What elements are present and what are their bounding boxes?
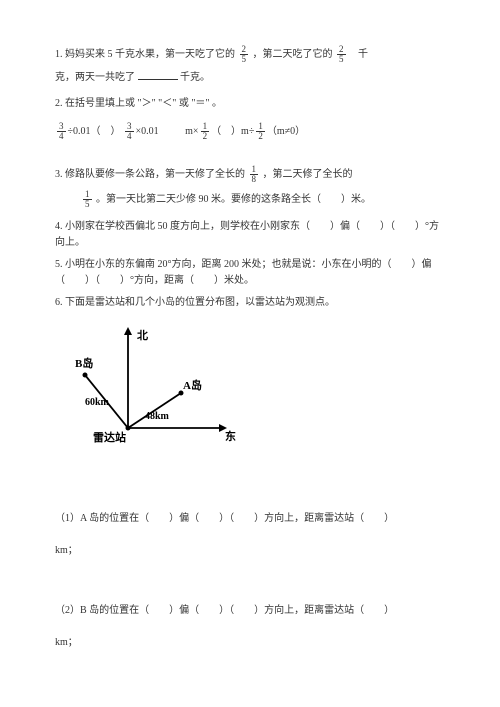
radar-svg: 北 东 B岛 A岛 60km 48km 雷达站 — [73, 323, 243, 453]
fraction: 2 5 — [337, 45, 346, 64]
question-1: 1. 妈妈买来 5 千克水果，第一天吃了它的 2 5 ，第二天吃了它的 2 5 … — [55, 45, 445, 64]
question-6-sub1-km: km； — [55, 543, 445, 559]
question-6-sub2-km: km； — [55, 635, 445, 651]
point-radar — [126, 426, 131, 431]
question-2-equations: 3 4 ÷0.01（ ） 3 4 ×0.01 m× 1 2 （ ）m÷ 1 2 … — [55, 122, 445, 141]
label-48km: 48km — [145, 411, 170, 422]
q1-text-pre: 1. 妈妈买来 5 千克水果，第一天吃了它的 — [55, 49, 235, 60]
q5-text: 5. 小明在小东的东偏南 20°方向，距离 200 米处；也就是说：小东在小明的… — [55, 259, 432, 286]
eq-text: （m≠0） — [267, 126, 305, 137]
q1-line2-tail: 千克。 — [180, 72, 210, 83]
sub2-text: （2）B 岛的位置在（ ）偏（ ）（ ）方向上，距离雷达站（ ） — [55, 605, 394, 616]
label-east: 东 — [225, 429, 236, 443]
fraction: 1 8 — [250, 165, 259, 184]
q3-line2-tail: 。第一天比第二天少修 90 米。要修的这条路全长（ ）米。 — [96, 194, 371, 205]
label-north: 北 — [137, 328, 148, 342]
denominator: 5 — [337, 55, 346, 64]
eq-text: （ ）m÷ — [211, 126, 254, 137]
question-2: 2. 在括号里填上或 "＞" "＜" 或 "＝" 。 — [55, 96, 445, 112]
question-4: 4. 小刚家在学校西偏北 50 度方向上，则学校在小刚家东（ ）偏（ ）（ ）°… — [55, 219, 445, 251]
q1-line2-pre: 克，两天一共吃了 — [55, 72, 135, 83]
question-6: 6. 下面是雷达站和几个小岛的位置分布图，以雷达站为观测点。 — [55, 295, 445, 311]
eq-text: m× — [185, 126, 198, 137]
sub1-km: km； — [55, 545, 78, 556]
denominator: 5 — [240, 55, 249, 64]
denominator: 5 — [83, 200, 92, 209]
q4-text: 4. 小刚家在学校西偏北 50 度方向上，则学校在小刚家东（ ）偏（ ）（ ）°… — [55, 221, 439, 248]
denominator: 2 — [201, 132, 210, 141]
q6-text: 6. 下面是雷达站和几个小岛的位置分布图，以雷达站为观测点。 — [55, 297, 335, 308]
point-b-island — [83, 373, 88, 378]
q3-pre: 3. 修路队要修一条公路，第一天修了全长的 — [55, 169, 245, 180]
q3-mid: ，第二天修了全长的 — [263, 169, 353, 180]
q2-text: 2. 在括号里填上或 "＞" "＜" 或 "＝" 。 — [55, 98, 222, 109]
denominator: 4 — [57, 132, 66, 141]
fraction: 1 2 — [201, 122, 210, 141]
question-1-line2: 克，两天一共吃了 千克。 — [55, 70, 445, 86]
eq-text: ÷0.01（ ） — [68, 126, 121, 137]
arrow-north — [124, 327, 132, 335]
sub1-text: （1）A 岛的位置在（ ）偏（ ）（ ）方向上，距离雷达站（ ） — [55, 513, 394, 524]
label-b-island: B岛 — [75, 356, 93, 370]
eq-text: ×0.01 — [136, 126, 159, 137]
sub2-km: km； — [55, 637, 78, 648]
label-a-island: A岛 — [183, 378, 202, 392]
radar-figure: 北 东 B岛 A岛 60km 48km 雷达站 — [73, 323, 445, 459]
fill-blank[interactable] — [138, 70, 178, 80]
fraction: 3 4 — [57, 122, 66, 141]
q1-tail1: 千 — [358, 49, 368, 60]
fraction: 1 2 — [256, 122, 265, 141]
q1-text-mid: ，第二天吃了它的 — [253, 49, 333, 60]
question-5: 5. 小明在小东的东偏南 20°方向，距离 200 米处；也就是说：小东在小明的… — [55, 257, 445, 289]
denominator: 8 — [250, 175, 259, 184]
fraction: 1 5 — [83, 190, 92, 209]
fraction: 3 4 — [125, 122, 134, 141]
denominator: 4 — [125, 132, 134, 141]
question-3-line2: 1 5 。第一天比第二天少修 90 米。要修的这条路全长（ ）米。 — [55, 190, 445, 209]
denominator: 2 — [256, 132, 265, 141]
fraction: 2 5 — [240, 45, 249, 64]
question-3: 3. 修路队要修一条公路，第一天修了全长的 1 8 ，第二天修了全长的 — [55, 165, 445, 184]
question-6-sub1: （1）A 岛的位置在（ ）偏（ ）（ ）方向上，距离雷达站（ ） — [55, 511, 445, 527]
label-radar: 雷达站 — [93, 430, 126, 444]
label-60km: 60km — [85, 397, 110, 408]
question-6-sub2: （2）B 岛的位置在（ ）偏（ ）（ ）方向上，距离雷达站（ ） — [55, 603, 445, 619]
